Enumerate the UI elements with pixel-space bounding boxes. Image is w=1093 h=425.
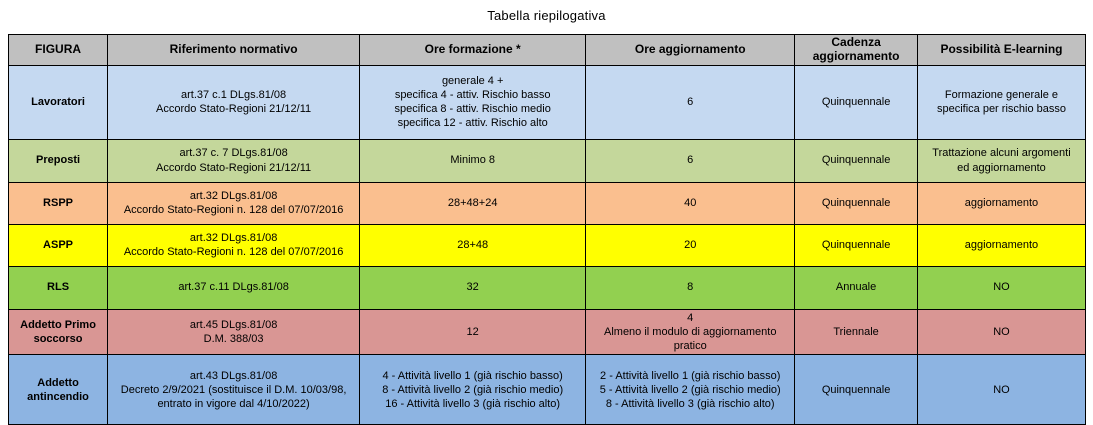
table-row-rspp: RSPP art.32 DLgs.81/08 Accordo Stato-Reg…: [7, 181, 1087, 225]
riferimento-cell: art.37 c.1 DLgs.81/08 Accordo Stato-Regi…: [107, 64, 361, 140]
cadenza-cell: Quinquennale: [794, 223, 918, 267]
cadenza-cell: Annuale: [794, 265, 918, 310]
riferimento-cell: art.37 c. 7 DLgs.81/08 Accordo Stato-Reg…: [107, 138, 361, 183]
riferimento-cell: art.32 DLgs.81/08 Accordo Stato-Regioni …: [107, 223, 361, 267]
ore-formazione-cell: 32: [359, 265, 587, 310]
riferimento-cell: art.45 DLgs.81/08 D.M. 388/03: [107, 308, 361, 356]
figura-cell: Addetto antincendio: [7, 354, 109, 425]
col-header-cadenza-aggiornamento: Cadenza aggiornamento: [794, 34, 918, 66]
ore-formazione-cell: 28+48+24: [359, 181, 587, 225]
riepilogo-table: FIGURA Riferimento normativo Ore formazi…: [7, 34, 1087, 425]
col-header-riferimento-normativo: Riferimento normativo: [107, 34, 361, 66]
riferimento-cell: art.43 DLgs.81/08 Decreto 2/9/2021 (sost…: [107, 354, 361, 425]
elearning-cell: Formazione generale e specifica per risc…: [916, 64, 1087, 140]
ore-formazione-cell: 12: [359, 308, 587, 356]
table-header-row: FIGURA Riferimento normativo Ore formazi…: [7, 34, 1087, 66]
col-header-figura: FIGURA: [7, 34, 109, 66]
cadenza-cell: Quinquennale: [794, 354, 918, 425]
page-title: Tabella riepilogativa: [487, 8, 606, 23]
ore-aggiornamento-cell: 2 - Attività livello 1 (già rischio bass…: [585, 354, 796, 425]
elearning-cell: aggiornamento: [916, 181, 1087, 225]
table-row-antincendio: Addetto antincendio art.43 DLgs.81/08 De…: [7, 354, 1087, 425]
cadenza-cell: Quinquennale: [794, 138, 918, 183]
ore-formazione-cell: generale 4 + specifica 4 - attiv. Rischi…: [359, 64, 587, 140]
cadenza-cell: Quinquennale: [794, 64, 918, 140]
ore-formazione-cell: 28+48: [359, 223, 587, 267]
ore-aggiornamento-cell: 40: [585, 181, 796, 225]
elearning-cell: NO: [916, 354, 1087, 425]
ore-aggiornamento-cell: 6: [585, 64, 796, 140]
ore-formazione-cell: Minimo 8: [359, 138, 587, 183]
elearning-cell: aggiornamento: [916, 223, 1087, 267]
elearning-cell: NO: [916, 265, 1087, 310]
ore-aggiornamento-cell: 8: [585, 265, 796, 310]
cadenza-cell: Triennale: [794, 308, 918, 356]
table-row-rls: RLS art.37 c.11 DLgs.81/08 32 8 Annuale …: [7, 265, 1087, 310]
col-header-possibilita-elearning: Possibilità E-learning: [916, 34, 1087, 66]
figura-cell: ASPP: [7, 223, 109, 267]
ore-aggiornamento-cell: 6: [585, 138, 796, 183]
elearning-cell: NO: [916, 308, 1087, 356]
ore-aggiornamento-cell: 4 Almeno il modulo di aggiornamento prat…: [585, 308, 796, 356]
table-row-aspp: ASPP art.32 DLgs.81/08 Accordo Stato-Reg…: [7, 223, 1087, 267]
figura-cell: RLS: [7, 265, 109, 310]
figura-cell: Preposti: [7, 138, 109, 183]
table-row-lavoratori: Lavoratori art.37 c.1 DLgs.81/08 Accordo…: [7, 64, 1087, 140]
col-header-ore-aggiornamento: Ore aggiornamento: [585, 34, 796, 66]
figura-cell: RSPP: [7, 181, 109, 225]
figura-cell: Addetto Primo soccorso: [7, 308, 109, 356]
ore-aggiornamento-cell: 20: [585, 223, 796, 267]
riferimento-cell: art.32 DLgs.81/08 Accordo Stato-Regioni …: [107, 181, 361, 225]
elearning-cell: Trattazione alcuni argomenti ed aggiorna…: [916, 138, 1087, 183]
riferimento-cell: art.37 c.11 DLgs.81/08: [107, 265, 361, 310]
cadenza-cell: Quinquennale: [794, 181, 918, 225]
col-header-ore-formazione: Ore formazione *: [359, 34, 587, 66]
table-row-preposti: Preposti art.37 c. 7 DLgs.81/08 Accordo …: [7, 138, 1087, 183]
table-row-primo-soccorso: Addetto Primo soccorso art.45 DLgs.81/08…: [7, 308, 1087, 356]
ore-formazione-cell: 4 - Attività livello 1 (già rischio bass…: [359, 354, 587, 425]
figura-cell: Lavoratori: [7, 64, 109, 140]
